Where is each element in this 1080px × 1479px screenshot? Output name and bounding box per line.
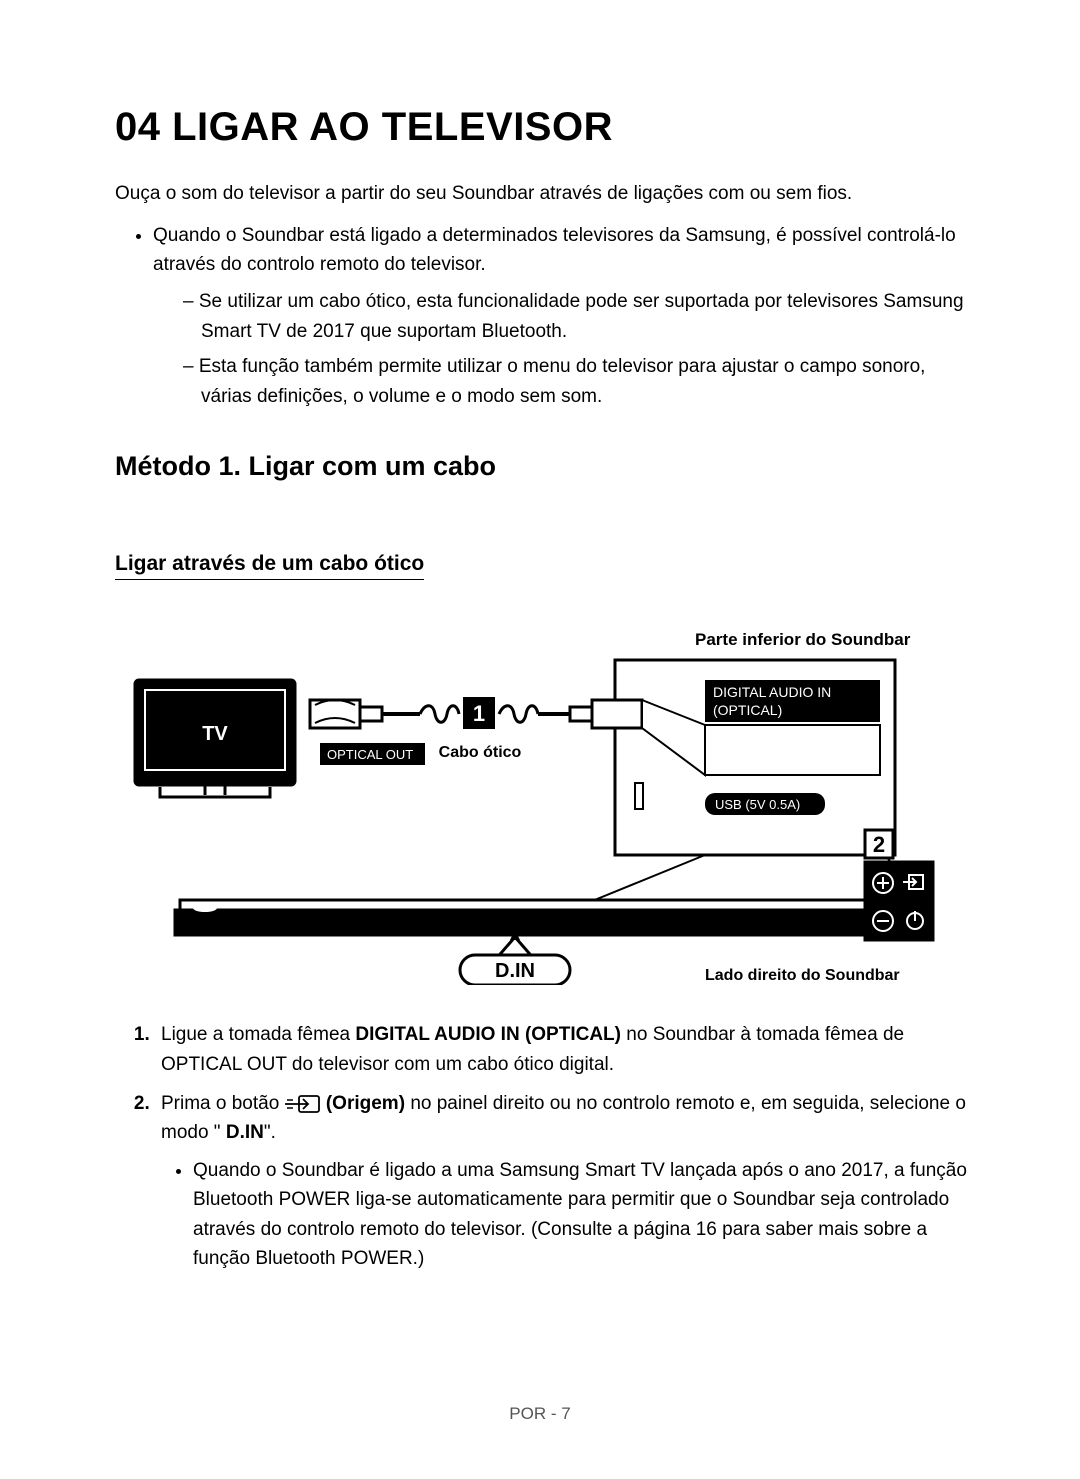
step2-sublist: Quando o Soundbar é ligado a uma Samsung…	[161, 1156, 970, 1274]
tv-icon: TV	[135, 680, 295, 797]
step2-text-a: Prima o botão	[161, 1093, 285, 1114]
source-button-icon	[285, 1095, 321, 1113]
step-1: Ligue a tomada fêmea DIGITAL AUDIO IN (O…	[155, 1020, 970, 1079]
step2-bold2: D.IN	[226, 1122, 264, 1143]
method-heading: Método 1. Ligar com um cabo	[115, 451, 970, 482]
list-item: Quando o Soundbar está ligado a determin…	[153, 221, 970, 412]
connection-diagram-svg: Parte inferior do Soundbar TV DIGITAL AU…	[115, 625, 975, 985]
steps-list: Ligue a tomada fêmea DIGITAL AUDIO IN (O…	[115, 1020, 970, 1274]
step1-text-a: Ligue a tomada fêmea	[161, 1024, 355, 1045]
intro-paragraph: Ouça o som do televisor a partir do seu …	[115, 180, 970, 209]
tv-label: TV	[202, 723, 228, 745]
soundbar-bottom-panel: DIGITAL AUDIO IN (OPTICAL) USB (5V 0.5A)	[615, 660, 895, 855]
optical-out-label: OPTICAL OUT	[327, 747, 413, 762]
step2-sub-item: Quando o Soundbar é ligado a uma Samsung…	[193, 1156, 970, 1274]
chapter-title: 04 LIGAR AO TELEVISOR	[115, 105, 970, 150]
bullet-list: Quando o Soundbar está ligado a determin…	[115, 221, 970, 412]
step2-text-c: ".	[264, 1122, 276, 1143]
step2-bold1: (Origem)	[326, 1093, 405, 1114]
step-2: Prima o botão (Origem) no painel direito…	[155, 1089, 970, 1274]
usb-label: USB (5V 0.5A)	[715, 797, 800, 812]
number-2: 2	[873, 832, 885, 857]
digital-in-label-1: DIGITAL AUDIO IN	[713, 684, 831, 700]
din-label: D.IN	[495, 960, 535, 982]
sub-item: Esta função também permite utilizar o me…	[183, 352, 970, 411]
cable-label: Cabo ótico	[439, 744, 522, 761]
bullet-text: Quando o Soundbar está ligado a determin…	[153, 225, 956, 275]
page-footer: POR - 7	[0, 1404, 1080, 1424]
side-panel	[865, 862, 933, 940]
top-label: Parte inferior do Soundbar	[695, 630, 911, 649]
soundbar-body	[175, 900, 915, 935]
sub-heading: Ligar através de um cabo ótico	[115, 552, 424, 580]
diagram: Parte inferior do Soundbar TV DIGITAL AU…	[115, 625, 970, 990]
digital-in-label-2: (OPTICAL)	[713, 702, 782, 718]
number-1: 1	[473, 701, 485, 726]
sub-list: Se utilizar um cabo ótico, esta funciona…	[153, 287, 970, 411]
step1-bold: DIGITAL AUDIO IN (OPTICAL)	[355, 1024, 621, 1045]
side-label: Lado direito do Soundbar	[705, 967, 900, 984]
page: 04 LIGAR AO TELEVISOR Ouça o som do tele…	[0, 0, 1080, 1479]
sub-item: Se utilizar um cabo ótico, esta funciona…	[183, 287, 970, 346]
